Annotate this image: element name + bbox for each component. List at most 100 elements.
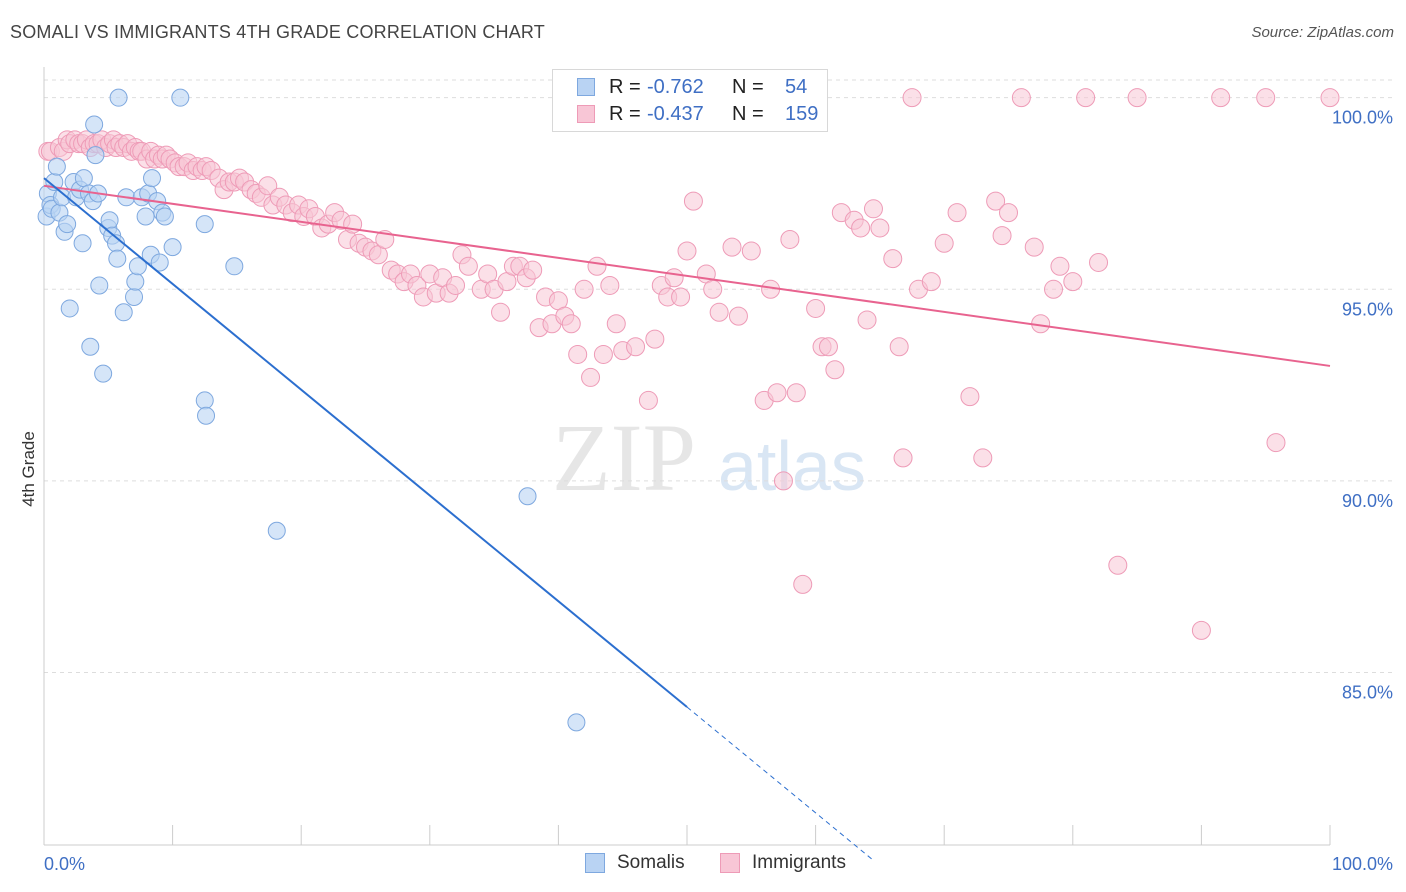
immigrants-point [870, 218, 890, 238]
immigrants-point [1127, 88, 1147, 108]
immigrants-point [1108, 555, 1128, 575]
immigrants-point [1050, 256, 1070, 276]
immigrants-point [1063, 272, 1083, 292]
immigrants-point [593, 344, 613, 364]
immigrants-point [793, 574, 813, 594]
immigrants-point [722, 237, 742, 257]
immigrants-point [258, 176, 278, 196]
somalis-point [81, 337, 100, 356]
immigrants-point [741, 241, 761, 261]
immigrants-point [999, 203, 1018, 223]
somalis-point [108, 249, 127, 268]
y-tick-label: 90.0% [1342, 491, 1393, 511]
immigrants-point [786, 383, 806, 403]
immigrants-point [767, 383, 787, 403]
somalis-point [155, 207, 174, 226]
immigrants-point [863, 199, 883, 219]
somalis-point [126, 272, 145, 291]
somalis-point [109, 88, 128, 107]
immigrants-point [1011, 88, 1031, 108]
n-value: 159 [785, 103, 819, 125]
somalis-legend-label: Somalis [617, 852, 685, 873]
stats-legend: R = -0.762 N = 54 R = -0.437 N = 159 [552, 69, 828, 132]
somalis-point [85, 115, 104, 134]
somalis-point [114, 303, 133, 322]
somalis-point [73, 234, 92, 253]
series-immigrants [38, 88, 1340, 640]
immigrants-point [671, 287, 691, 307]
somalis-point [225, 257, 244, 276]
immigrants-point [523, 260, 543, 280]
immigrants-point [1211, 88, 1231, 108]
immigrants-point [851, 218, 871, 238]
immigrants-point [973, 448, 993, 468]
somalis-point [136, 207, 155, 226]
immigrants-point [857, 310, 877, 330]
r-value: -0.437 [647, 103, 704, 125]
immigrants-point [889, 337, 909, 357]
immigrants-point [568, 344, 588, 364]
somalis-trendline [43, 177, 688, 708]
immigrants-point [677, 241, 697, 261]
immigrants-point [645, 329, 665, 349]
immigrants-point [709, 302, 729, 322]
r-value: -0.762 [647, 76, 704, 98]
n-label: N = [732, 103, 764, 125]
immigrants-point [600, 275, 620, 295]
somalis-point [163, 238, 182, 257]
watermark: ZIP atlas [552, 404, 866, 511]
immigrants-point [986, 191, 1006, 211]
source-label: Source: ZipAtlas.com [1251, 24, 1394, 41]
immigrants-point [728, 306, 748, 326]
somalis-point [567, 713, 586, 732]
somalis-point [143, 169, 162, 188]
y-axis-label: 4th Grade [19, 431, 38, 507]
somalis-point [267, 521, 286, 540]
immigrants-point [574, 279, 594, 299]
immigrants-point [960, 387, 980, 407]
y-tick-labels: 85.0% 90.0% 95.0% 100.0% [1332, 108, 1393, 703]
chart-title: SOMALI VS IMMIGRANTS 4TH GRADE CORRELATI… [10, 22, 546, 42]
n-value: 54 [785, 76, 808, 98]
immigrants-point [491, 302, 511, 322]
watermark-zip: ZIP [552, 404, 696, 511]
immigrants-point [902, 88, 922, 108]
r-label: R = [609, 76, 641, 98]
y-tick-label: 100.0% [1332, 108, 1393, 128]
x-tick-labels: 0.0% 100.0% [44, 854, 1393, 874]
somalis-point [197, 406, 216, 425]
somalis-point [125, 287, 144, 306]
y-tick-label: 95.0% [1342, 299, 1393, 319]
immigrants-point [992, 226, 1012, 246]
immigrants-point [587, 256, 607, 276]
somalis-point [86, 146, 105, 165]
immigrants-point [1266, 433, 1286, 453]
immigrants-swatch [577, 105, 595, 123]
somalis-point [90, 276, 109, 295]
trendlines [43, 177, 1331, 861]
immigrants-point [683, 191, 703, 211]
immigrants-legend-swatch [720, 853, 740, 873]
series-somalis [37, 88, 586, 732]
immigrants-point [638, 390, 658, 410]
immigrants-point [780, 229, 800, 249]
x-tick-label-max: 100.0% [1332, 854, 1393, 874]
somalis-point [60, 299, 79, 318]
immigrants-point [561, 314, 581, 334]
somalis-point [518, 487, 537, 506]
somalis-point [58, 215, 77, 234]
y-tick-label: 85.0% [1342, 683, 1393, 703]
somalis-point [150, 253, 169, 272]
gridlines [44, 79, 1392, 674]
somalis-point [94, 364, 113, 383]
immigrants-point [1076, 88, 1096, 108]
immigrants-point [773, 471, 793, 491]
somalis-point [47, 157, 66, 176]
immigrants-point [664, 268, 684, 288]
somalis-point [195, 215, 214, 234]
somalis-point [128, 257, 147, 276]
immigrants-point [818, 337, 838, 357]
immigrants-point [806, 298, 826, 318]
immigrants-point [458, 256, 478, 276]
